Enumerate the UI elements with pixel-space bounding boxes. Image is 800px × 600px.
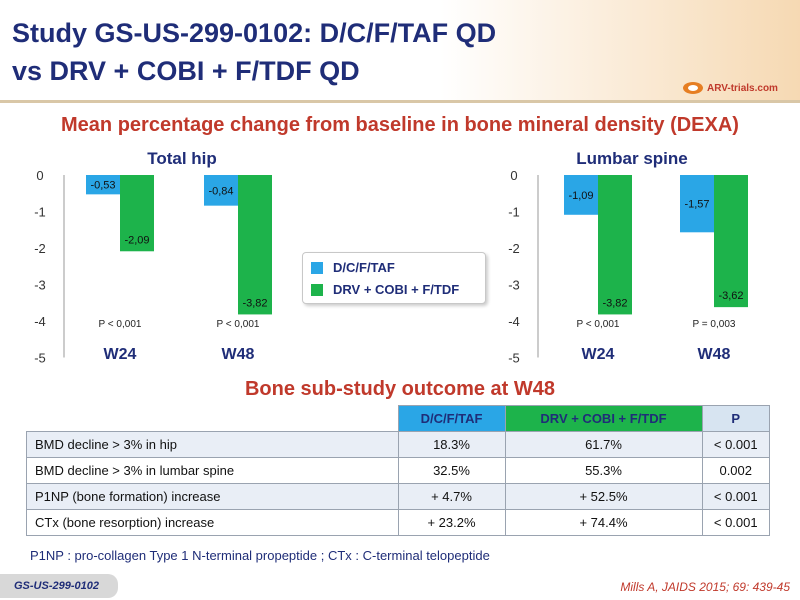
bar [204,175,238,206]
y-tick-label: -3 [508,278,520,293]
y-tick-label: -4 [508,314,520,329]
outcome-section-title: Bone sub-study outcome at W48 [244,378,556,400]
bar-value-label: -1,57 [684,199,709,211]
y-tick-label: -1 [34,205,46,220]
cell-d-c-f-taf: 32.5% [397,457,506,484]
cell-d-c-f-taf: 18.3% [397,431,506,458]
bar [86,175,120,195]
cell-drv-cobi-f-tdf: 55.3% [504,457,703,484]
cell-drv-cobi-f-tdf: + 74.4% [504,509,703,536]
bar [680,175,714,233]
table-row: P1NP (bone formation) increase + 4.7% + … [26,483,770,510]
y-tick-label: -5 [34,351,46,366]
table-header-drv-cobi-f-tdf: DRV + COBI + F/TDF [504,405,703,432]
title-line-2: vs DRV + COBI + F/TDF QD [12,56,360,86]
table-row: CTx (bone resorption) increase + 23.2% +… [26,509,770,536]
cell-drv-cobi-f-tdf: + 52.5% [504,483,703,510]
table-row: BMD decline > 3% in lumbar spine 32.5% 5… [26,457,770,484]
legend-label-d-c-f-taf: D/C/F/TAF [333,260,395,275]
row-label: BMD decline > 3% in lumbar spine [26,457,399,484]
legend-label-drv-cobi-f-tdf: DRV + COBI + F/TDF [333,282,460,297]
table-header-p: P [701,405,770,432]
arv-trials-logo: ARV-trials.com [682,80,778,96]
bar [238,175,272,315]
p-value-label: P < 0,001 [217,319,260,330]
chart-legend: D/C/F/TAF DRV + COBI + F/TDF [302,252,486,304]
reference-citation: Mills A, JAIDS 2015; 69: 439-45 [620,580,790,594]
p-value-label: P < 0,001 [99,319,142,330]
slide-header: Study GS-US-299-0102: D/C/F/TAF QD vs DR… [0,0,800,100]
row-label: BMD decline > 3% in hip [26,431,399,458]
bar [120,175,154,252]
x-category-label: W24 [104,346,137,363]
cell-p: 0.002 [701,457,770,484]
bar [714,175,748,308]
study-id-badge: GS-US-299-0102 [0,574,118,598]
bar-value-label: -3,82 [242,297,267,309]
y-tick-label: -4 [34,314,46,329]
outcome-table: D/C/F/TAF DRV + COBI + F/TDF P BMD decli… [26,405,770,536]
title-line-1: Study GS-US-299-0102: D/C/F/TAF QD [12,18,497,48]
legend-item-drv-cobi-f-tdf: DRV + COBI + F/TDF [311,282,459,297]
x-category-label: W24 [582,346,615,363]
cell-p: < 0.001 [701,483,770,510]
bar-value-label: -1,09 [568,190,593,202]
x-category-label: W48 [698,346,731,363]
table-header-row: D/C/F/TAF DRV + COBI + F/TDF P [26,405,770,432]
cell-drv-cobi-f-tdf: 61.7% [504,431,703,458]
cell-p: < 0.001 [701,509,770,536]
slide-title: Study GS-US-299-0102: D/C/F/TAF QD vs DR… [12,14,496,90]
y-tick-label: -5 [508,351,520,366]
chart-section-title: Mean percentage change from baseline in … [61,114,739,136]
y-tick-label: 0 [510,168,517,183]
legend-item-d-c-f-taf: D/C/F/TAF [311,260,395,275]
bar [598,175,632,315]
row-label: CTx (bone resorption) increase [26,509,399,536]
bar-value-label: -3,82 [602,297,627,309]
table-header-d-c-f-taf: D/C/F/TAF [397,405,506,432]
chart-title: Lumbar spine [576,149,687,168]
y-tick-label: -3 [34,278,46,293]
logo-text: ARV-trials.com [707,82,778,94]
bar-value-label: -3,62 [718,290,743,302]
y-tick-label: -1 [508,205,520,220]
y-tick-label: -2 [34,241,46,256]
footnote: P1NP : pro-collagen Type 1 N-terminal pr… [30,548,490,563]
p-value-label: P < 0,001 [577,319,620,330]
p-value-label: P = 0,003 [693,319,736,330]
bar [564,175,598,215]
total-hip-chart: Total hip 0 -1 -2 -3 -4 -5 -0,53 -2,09 P < 0,001 W… [34,149,272,366]
lumbar-spine-chart: Lumbar spine 0 -1 -2 -3 -4 -5 -1,09 -3,82 P < 0,0… [508,149,748,366]
cell-d-c-f-taf: + 4.7% [397,483,506,510]
row-label: P1NP (bone formation) increase [26,483,399,510]
y-tick-label: -2 [508,241,520,256]
bar-value-label: -2,09 [124,234,149,246]
cell-d-c-f-taf: + 23.2% [397,509,506,536]
legend-swatch-blue [311,261,323,274]
header-divider [0,100,800,103]
y-tick-label: 0 [36,168,43,183]
table-header-empty [26,405,399,432]
cell-p: < 0.001 [701,431,770,458]
table-row: BMD decline > 3% in hip 18.3% 61.7% < 0.… [26,431,770,458]
chart-title: Total hip [147,149,217,168]
logo-icon [683,82,703,94]
x-category-label: W48 [222,346,255,363]
bar-value-label: -0,53 [90,180,115,192]
legend-swatch-green [311,283,323,296]
bar-value-label: -0,84 [208,185,233,197]
